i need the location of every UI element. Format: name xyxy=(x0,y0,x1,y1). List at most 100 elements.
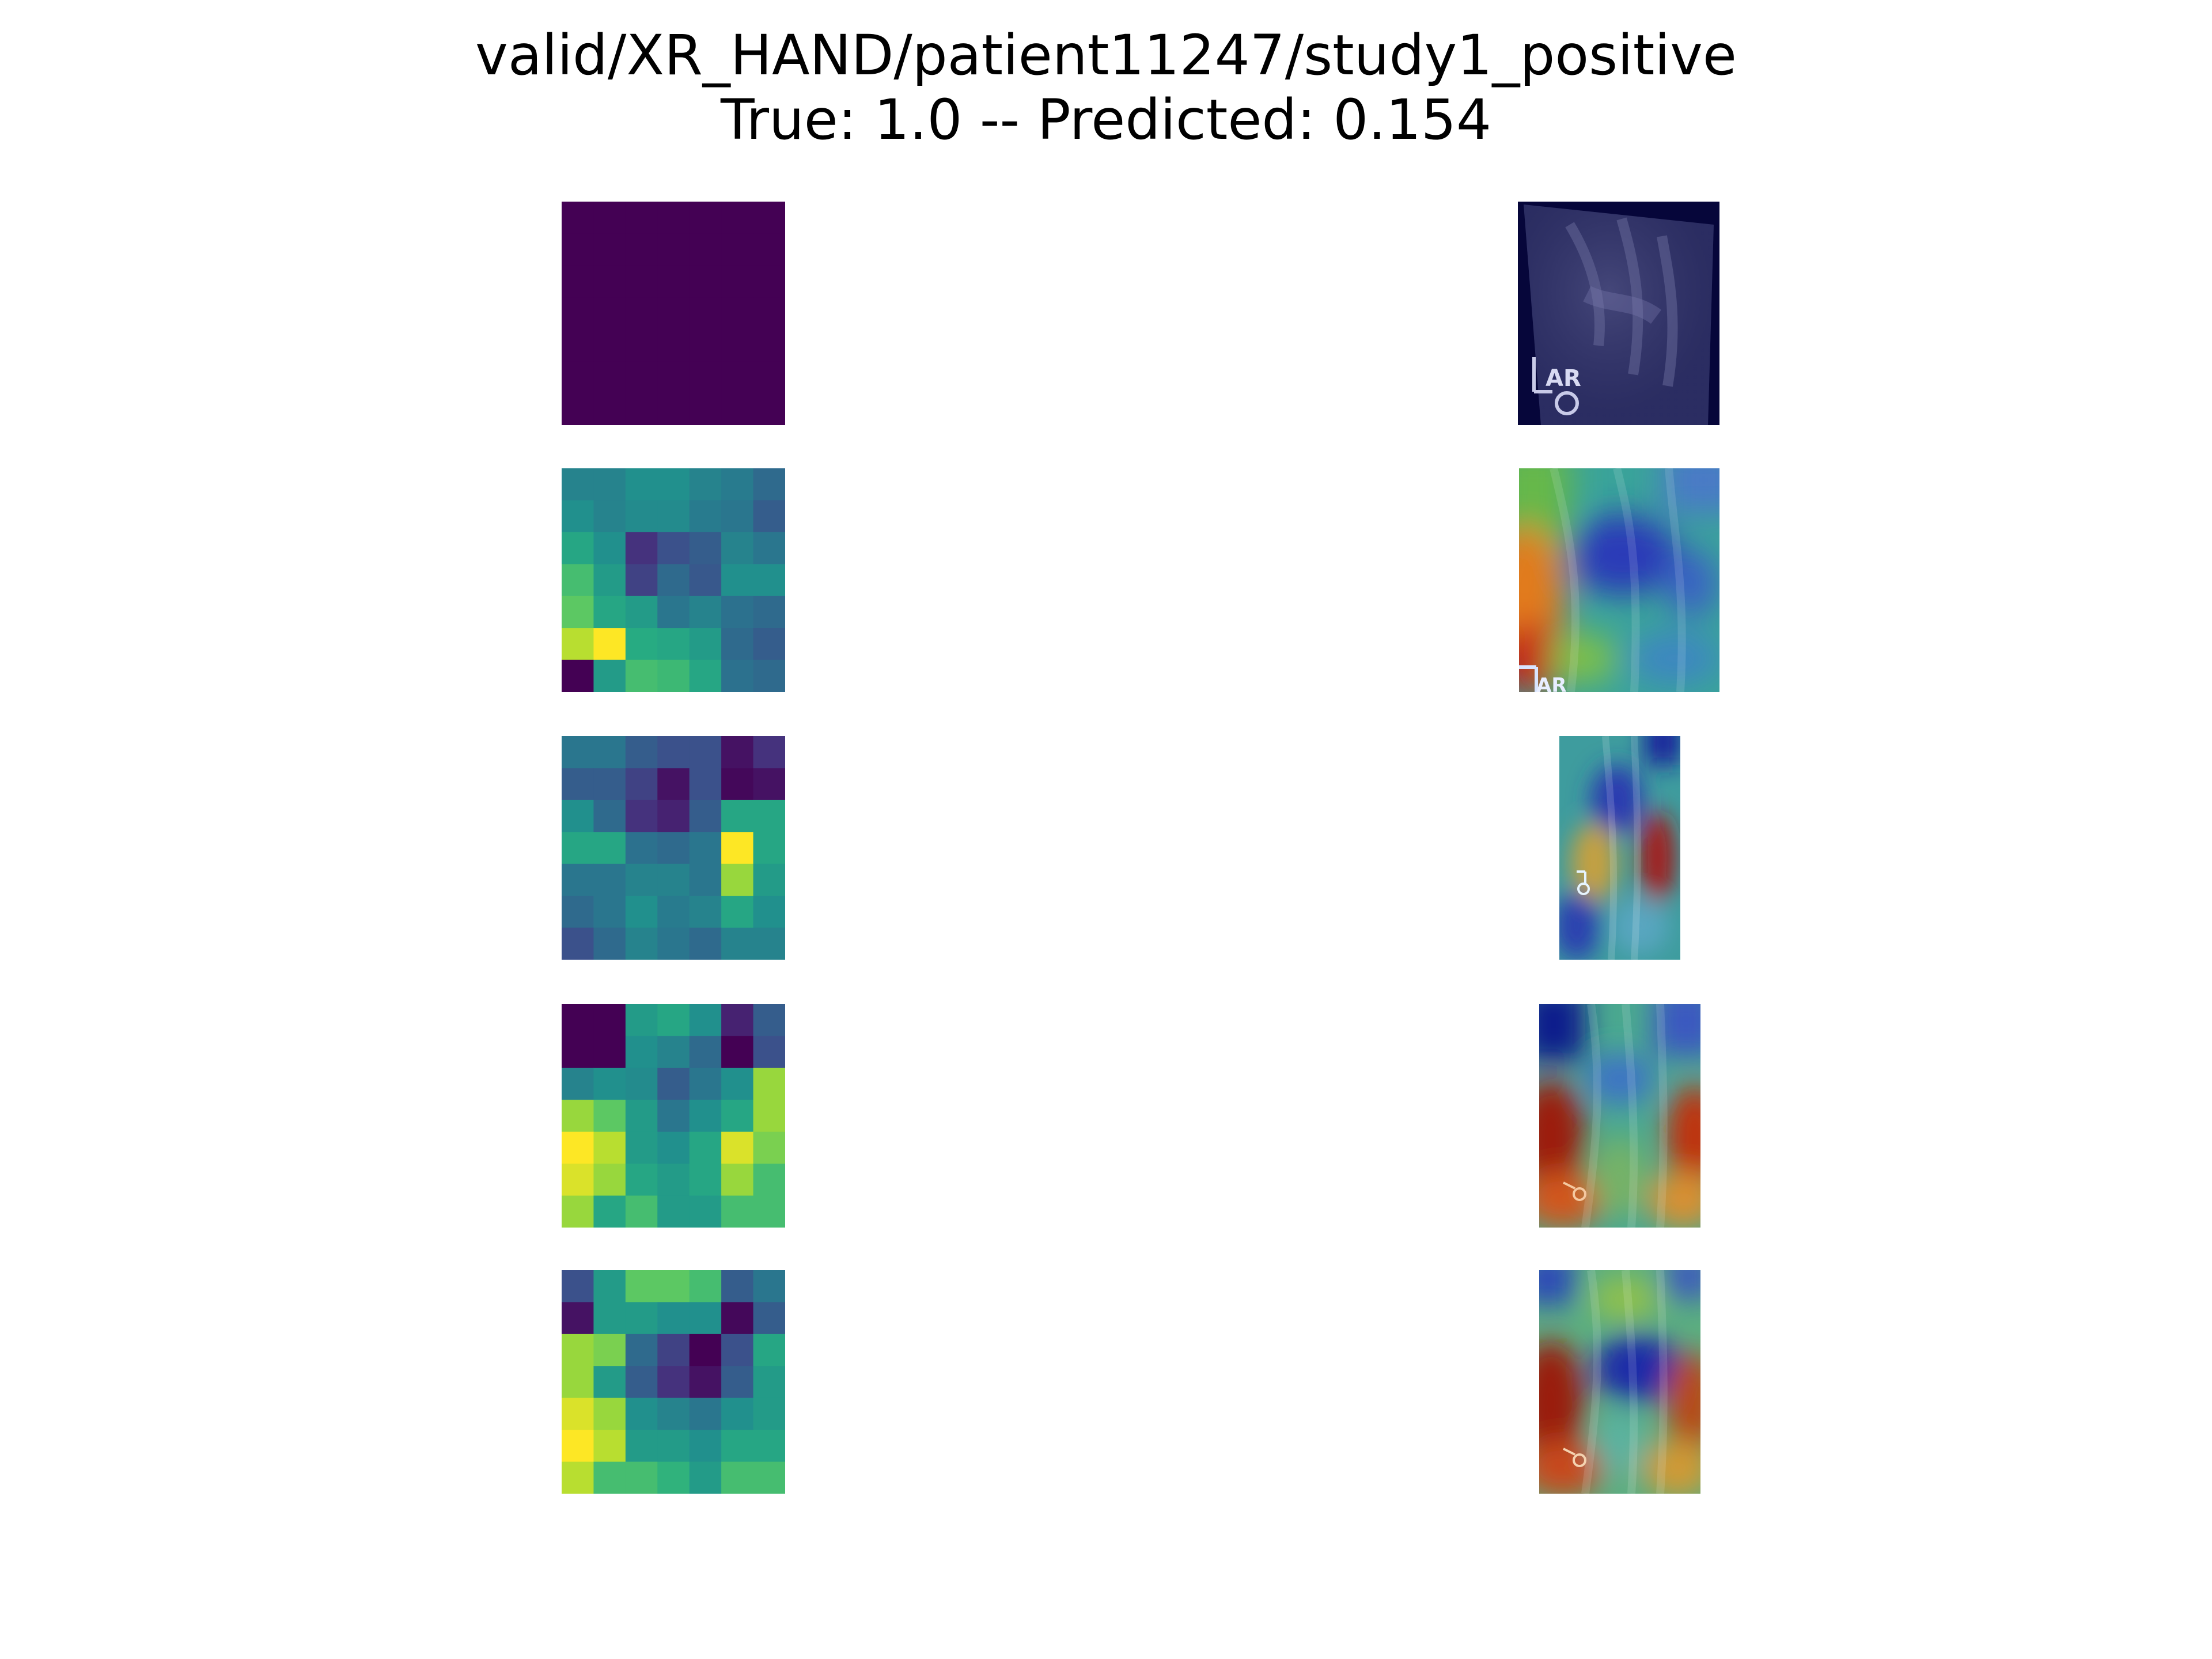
heatmap-cell xyxy=(657,1302,690,1335)
heatmap-cell xyxy=(689,1164,722,1196)
heatmap-cell xyxy=(593,1397,626,1430)
heatmap-cell xyxy=(753,564,785,597)
heatmap-cell xyxy=(562,768,594,801)
heatmap-cell xyxy=(689,233,722,266)
heatmap-cell xyxy=(625,329,658,362)
heatmap-cell xyxy=(721,800,754,832)
heatmap-cell xyxy=(562,202,594,234)
heatmap-cell xyxy=(562,1366,594,1399)
heatmap-cell xyxy=(689,832,722,865)
heatmap-cell xyxy=(593,927,626,960)
heatmap-cell xyxy=(625,927,658,960)
cam-overlay-panel-2: AR xyxy=(1519,468,1719,692)
heatmap-cell xyxy=(689,297,722,330)
heatmap-cell xyxy=(625,393,658,425)
heatmap-cell xyxy=(753,1067,785,1100)
heatmap-cell xyxy=(562,297,594,330)
heatmap-cell xyxy=(562,628,594,661)
heatmap-cell xyxy=(721,1067,754,1100)
heatmap-cell xyxy=(625,468,658,501)
heatmap-cell xyxy=(625,297,658,330)
heatmap-cell xyxy=(562,468,594,501)
heatmap-cell xyxy=(657,1100,690,1132)
heatmap-cell xyxy=(753,660,785,692)
heatmap-cell xyxy=(753,1270,785,1303)
heatmap-cell xyxy=(593,1036,626,1069)
heatmap-cell xyxy=(689,1131,722,1164)
cam-overlay-image-3 xyxy=(1559,736,1680,960)
heatmap-cell xyxy=(689,768,722,801)
heatmap-cell xyxy=(753,927,785,960)
heatmap-cell xyxy=(753,361,785,394)
heatmap-cell xyxy=(625,1067,658,1100)
heatmap-cell xyxy=(657,1195,690,1228)
heatmap-cell xyxy=(657,1067,690,1100)
heatmap-cell xyxy=(625,1302,658,1335)
heatmap-cell xyxy=(689,628,722,661)
heatmap-cell xyxy=(721,1004,754,1037)
heatmap-cell xyxy=(625,1004,658,1037)
heatmap-panel-5 xyxy=(562,1270,785,1494)
heatmap-cell xyxy=(721,736,754,769)
heatmap-cell xyxy=(689,393,722,425)
heatmap-cell xyxy=(721,1164,754,1196)
heatmap-cell xyxy=(689,1366,722,1399)
heatmap-cell xyxy=(689,1195,722,1228)
heatmap-cell xyxy=(562,863,594,896)
heatmap-cell xyxy=(625,1334,658,1366)
heatmap-cell xyxy=(753,265,785,298)
heatmap-cell xyxy=(753,596,785,628)
svg-text:AR: AR xyxy=(1546,365,1581,392)
heatmap-cell xyxy=(593,500,626,533)
heatmap-cell xyxy=(721,1195,754,1228)
heatmap-panel-1 xyxy=(562,202,785,425)
heatmap-cell xyxy=(593,800,626,832)
heatmap-cell xyxy=(562,532,594,565)
heatmap-cell xyxy=(562,660,594,692)
heatmap-cell xyxy=(562,800,594,832)
heatmap-cell xyxy=(753,500,785,533)
heatmap-cell xyxy=(721,1430,754,1463)
heatmap-cell xyxy=(721,564,754,597)
heatmap-cell xyxy=(753,1100,785,1132)
heatmap-cell xyxy=(689,500,722,533)
heatmap-cell xyxy=(657,532,690,565)
heatmap-cell xyxy=(625,736,658,769)
heatmap-cell xyxy=(593,596,626,628)
heatmap-cell xyxy=(721,1461,754,1494)
heatmap-cell xyxy=(593,1100,626,1132)
heatmap-cell xyxy=(562,927,594,960)
heatmap-cell xyxy=(625,1131,658,1164)
heatmap-cell xyxy=(689,1100,722,1132)
heatmap-cell xyxy=(689,736,722,769)
heatmap-cell xyxy=(721,1036,754,1069)
heatmap-cell xyxy=(657,393,690,425)
heatmap-cell xyxy=(753,736,785,769)
heatmap-cell xyxy=(657,1461,690,1494)
heatmap-cell xyxy=(657,1004,690,1037)
heatmap-cell xyxy=(625,500,658,533)
heatmap-cell xyxy=(562,393,594,425)
heatmap-cell xyxy=(593,660,626,692)
heatmap-cell xyxy=(657,1397,690,1430)
heatmap-cell xyxy=(689,1067,722,1100)
heatmap-cell xyxy=(625,361,658,394)
heatmap-cell xyxy=(689,1397,722,1430)
heatmap-cell xyxy=(657,265,690,298)
heatmap-cell xyxy=(657,1334,690,1366)
heatmap-cell xyxy=(753,800,785,832)
heatmap-cell xyxy=(593,265,626,298)
heatmap-cell xyxy=(625,1036,658,1069)
heatmap-cell xyxy=(593,1195,626,1228)
heatmap-cell xyxy=(657,768,690,801)
heatmap-cell xyxy=(657,1270,690,1303)
heatmap-cell xyxy=(689,596,722,628)
cam-overlay-image-5 xyxy=(1539,1270,1700,1494)
heatmap-cell xyxy=(657,361,690,394)
heatmap-cell xyxy=(689,329,722,362)
heatmap-panel-3 xyxy=(562,736,785,960)
cam-overlay-panel-4 xyxy=(1539,1004,1700,1228)
heatmap-cell xyxy=(753,1366,785,1399)
heatmap-cell xyxy=(721,265,754,298)
heatmap-cell xyxy=(593,233,626,266)
